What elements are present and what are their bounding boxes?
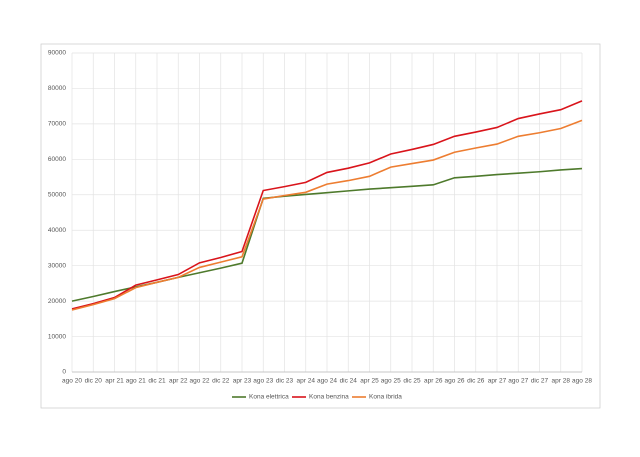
x-tick-label: dic 26 [467,378,485,385]
x-tick-label: dic 23 [276,378,294,385]
x-tick-label: apr 27 [488,378,507,385]
y-tick-label: 80000 [48,85,66,92]
x-tick-label: apr 28 [552,378,571,385]
series-line [71,119,583,311]
x-tick-label: apr 23 [233,378,252,385]
y-tick-label: 50000 [48,191,66,198]
x-tick-label: ago 22 [190,378,210,385]
x-tick-label: ago 24 [317,378,337,385]
x-tick-label: apr 26 [424,378,443,385]
x-tick-label: ago 28 [572,378,592,385]
x-tick-label: apr 21 [105,378,124,385]
y-tick-label: 90000 [48,50,66,57]
x-tick-label: ago 20 [62,378,82,385]
y-tick-label: 0 [62,369,66,376]
y-tick-label: 30000 [48,262,66,269]
y-tick-label: 40000 [48,227,66,234]
x-tick-label: dic 21 [148,378,166,385]
x-tick-label: apr 24 [297,378,316,385]
legend-label: Kona benzina [309,394,349,401]
x-tick-label: apr 25 [360,378,379,385]
x-tick-label: ago 27 [508,378,528,385]
x-tick-label: ago 26 [445,378,465,385]
y-tick-label: 60000 [48,156,66,163]
x-tick-label: ago 21 [126,378,146,385]
x-tick-label: dic 20 [85,378,103,385]
x-tick-label: dic 27 [531,378,549,385]
y-tick-label: 20000 [48,298,66,305]
legend-label: Kona ibrida [369,394,402,401]
x-tick-label: ago 23 [253,378,273,385]
x-tick-label: dic 22 [212,378,230,385]
legend-label: Kona elettrica [249,394,289,401]
series-line [71,100,583,310]
x-tick-label: dic 25 [403,378,421,385]
y-tick-label: 10000 [48,333,66,340]
x-tick-label: apr 22 [169,378,188,385]
y-tick-label: 70000 [48,121,66,128]
x-tick-label: dic 24 [340,378,358,385]
chart-frame [40,43,601,409]
x-tick-label: ago 25 [381,378,401,385]
